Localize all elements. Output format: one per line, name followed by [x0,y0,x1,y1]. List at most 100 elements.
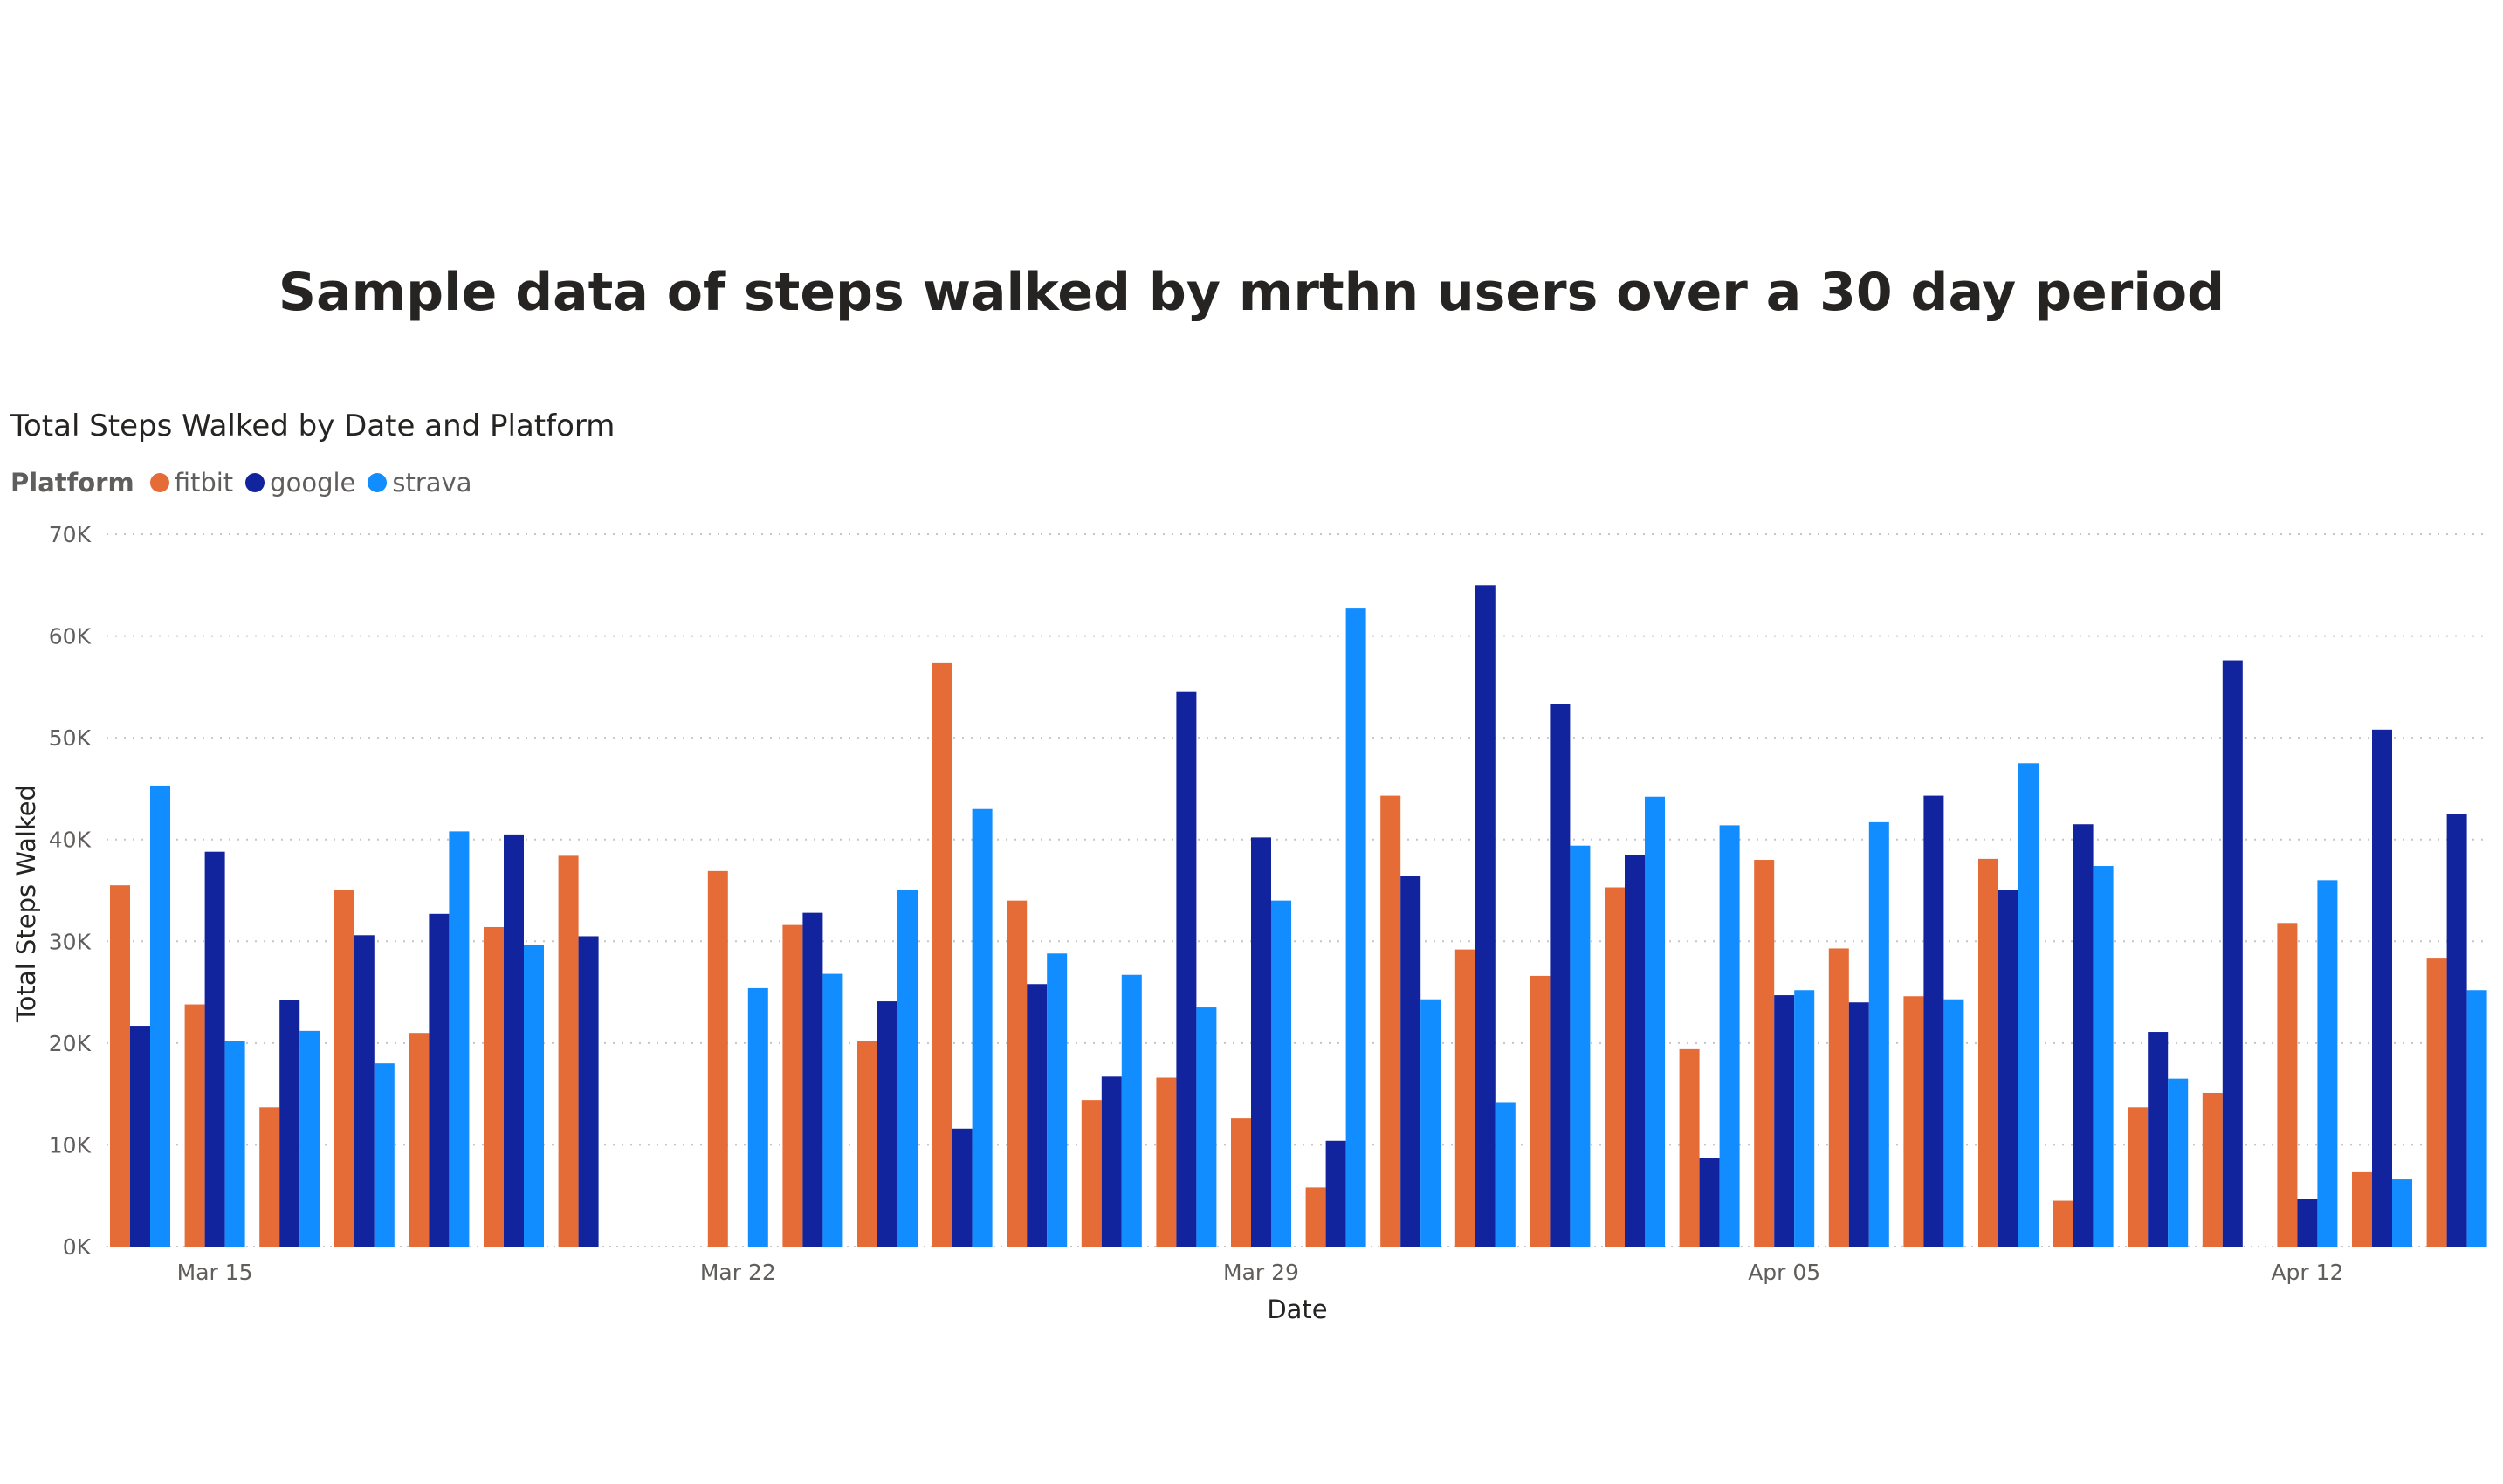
bar-fitbit[interactable] [1530,975,1551,1247]
x-axis-title: Date [1267,1295,1327,1324]
bar-strava[interactable] [1271,900,1291,1247]
bar-fitbit[interactable] [558,855,579,1247]
bar-fitbit[interactable] [409,1033,430,1247]
bar-google[interactable] [1176,691,1197,1247]
bar-google[interactable] [1848,1002,1869,1247]
bar-strava[interactable] [224,1041,245,1247]
bar-fitbit[interactable] [1231,1118,1251,1247]
bar-fitbit[interactable] [110,885,130,1247]
bar-fitbit[interactable] [2202,1092,2223,1247]
bar-google[interactable] [2073,824,2094,1247]
bar-strava[interactable] [2018,763,2039,1247]
bar-fitbit[interactable] [1305,1187,1326,1247]
bar-strava[interactable] [1868,821,1889,1247]
bar-google[interactable] [802,912,823,1247]
bar-strava[interactable] [1345,608,1366,1247]
legend-label-strava: strava [392,468,472,498]
bar-google[interactable] [952,1128,973,1247]
bar-strava[interactable] [1047,953,1068,1247]
bar-strava[interactable] [1196,1007,1217,1247]
bar-strava[interactable] [822,973,843,1247]
bar-strava[interactable] [374,1063,395,1247]
bar-strava[interactable] [897,890,918,1247]
bar-google[interactable] [1475,585,1496,1247]
bar-google[interactable] [1400,876,1421,1247]
bar-strava[interactable] [1943,999,1964,1247]
bar-google[interactable] [429,913,450,1247]
bar-strava[interactable] [1794,990,1815,1247]
legend-item-google[interactable]: google [245,468,355,498]
x-tick-label: Mar 15 [177,1260,253,1285]
bar-strava[interactable] [747,987,768,1247]
bar-strava[interactable] [1570,845,1591,1247]
legend-item-strava[interactable]: strava [368,468,471,498]
bar-strava[interactable] [524,945,544,1247]
bar-google[interactable] [2446,814,2467,1247]
bar-google[interactable] [1699,1158,1720,1247]
bar-strava[interactable] [299,1030,320,1247]
bar-strava[interactable] [1121,974,1142,1247]
bar-fitbit[interactable] [1081,1100,1102,1247]
bar-google[interactable] [504,834,524,1247]
bar-fitbit[interactable] [184,1004,205,1247]
bar-fitbit[interactable] [857,1041,877,1247]
bar-google[interactable] [1251,837,1271,1247]
bar-strava[interactable] [1719,825,1740,1247]
bar-fitbit[interactable] [932,662,952,1247]
bar-google[interactable] [1625,855,1645,1247]
bar-fitbit[interactable] [2352,1171,2372,1247]
bar-fitbit[interactable] [1605,887,1625,1247]
legend-label-google: google [270,468,356,498]
bar-fitbit[interactable] [1978,858,1998,1247]
bar-google[interactable] [2222,660,2243,1247]
bar-fitbit[interactable] [1679,1048,1700,1247]
bar-google[interactable] [877,1001,897,1247]
bar-strava[interactable] [1645,796,1665,1247]
bar-strava[interactable] [2466,990,2487,1247]
bar-google[interactable] [1923,795,1944,1247]
bar-google[interactable] [578,936,599,1247]
x-tick-label: Apr 12 [2271,1260,2343,1285]
bar-google[interactable] [354,935,375,1247]
bar-google[interactable] [2148,1032,2169,1247]
bar-fitbit[interactable] [2277,923,2298,1247]
bar-google[interactable] [130,1026,150,1247]
bar-fitbit[interactable] [259,1107,280,1247]
bar-strava[interactable] [2317,880,2338,1247]
bar-fitbit[interactable] [782,924,803,1247]
bar-strava[interactable] [2168,1078,2189,1247]
bar-strava[interactable] [1495,1102,1516,1247]
bar-fitbit[interactable] [1754,860,1775,1247]
bar-fitbit[interactable] [707,870,728,1247]
bar-strava[interactable] [972,808,993,1247]
bar-fitbit[interactable] [1007,900,1028,1247]
bar-google[interactable] [1998,890,2018,1247]
bar-fitbit[interactable] [1828,948,1849,1247]
bar-fitbit[interactable] [2053,1200,2073,1247]
bar-fitbit[interactable] [484,926,504,1247]
bar-google[interactable] [279,1000,300,1247]
bar-fitbit[interactable] [334,890,354,1247]
bar-google[interactable] [2372,729,2392,1247]
bar-fitbit[interactable] [2128,1107,2149,1247]
bar-google[interactable] [2297,1199,2318,1247]
bar-google[interactable] [1027,984,1048,1247]
bar-strava[interactable] [1420,999,1441,1247]
bar-google[interactable] [1774,995,1795,1247]
bar-fitbit[interactable] [1903,996,1924,1247]
legend-dot-fitbit [149,473,169,492]
bar-fitbit[interactable] [1156,1077,1177,1247]
bar-google[interactable] [1550,704,1571,1247]
bar-strava[interactable] [2392,1179,2412,1247]
bar-google[interactable] [204,851,225,1247]
bar-google[interactable] [1325,1140,1346,1247]
legend-dot-google [245,473,265,492]
bar-google[interactable] [1101,1076,1122,1247]
legend-item-fitbit[interactable]: fitbit [149,468,233,498]
bar-fitbit[interactable] [2426,958,2447,1247]
bar-strava[interactable] [150,785,170,1247]
bar-strava[interactable] [449,831,470,1247]
bar-strava[interactable] [2093,866,2114,1247]
bar-fitbit[interactable] [1380,795,1401,1247]
bar-fitbit[interactable] [1454,949,1475,1247]
